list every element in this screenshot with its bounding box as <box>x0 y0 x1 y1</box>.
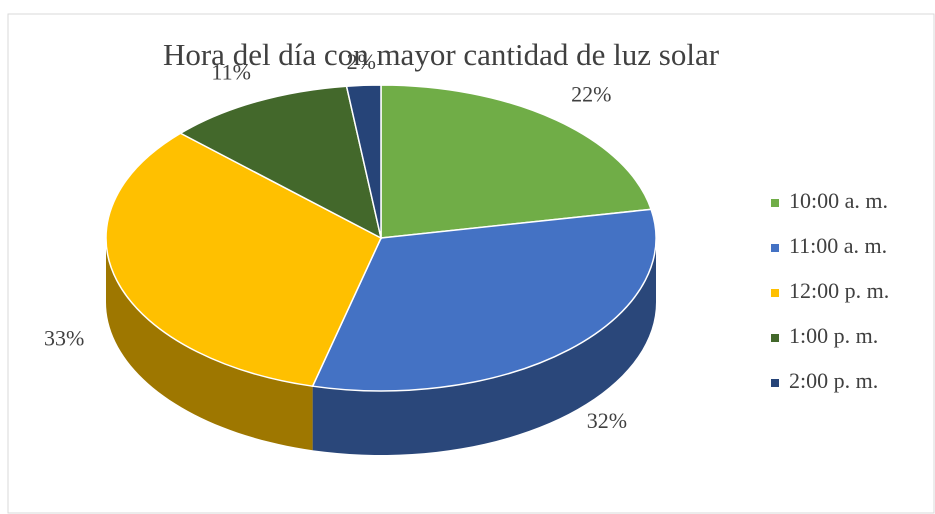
legend-label: 11:00 a. m. <box>789 233 887 258</box>
legend-label: 10:00 a. m. <box>789 188 888 213</box>
data-label: 22% <box>571 82 611 107</box>
chart-title: Hora del día con mayor cantidad de luz s… <box>163 37 720 72</box>
legend-marker <box>771 289 779 297</box>
data-label: 32% <box>587 408 627 433</box>
pie-side <box>106 238 313 451</box>
pie-slice <box>105 132 382 388</box>
data-label: 11% <box>211 59 251 84</box>
legend-marker <box>771 334 779 342</box>
pie-slice <box>311 208 657 392</box>
legend-label: 2:00 p. m. <box>789 368 878 393</box>
legend-label: 1:00 p. m. <box>789 323 878 348</box>
pie-side <box>312 238 656 455</box>
legend-marker <box>771 244 779 252</box>
pie-slice <box>178 85 383 240</box>
data-label: 33% <box>44 325 84 350</box>
legend-label: 12:00 p. m. <box>789 278 889 303</box>
pie-slice <box>380 84 653 239</box>
pie-slice <box>345 84 382 239</box>
legend-marker <box>771 379 779 387</box>
data-label: 2% <box>347 49 376 74</box>
legend-marker <box>771 199 779 207</box>
